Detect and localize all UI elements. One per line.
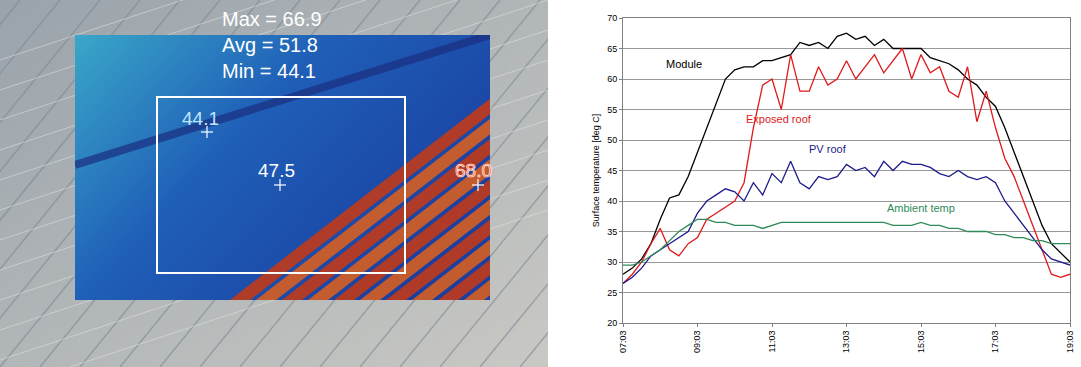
svg-text:Surface temperature [deg C]: Surface temperature [deg C] — [591, 114, 601, 228]
svg-text:47.5: 47.5 — [258, 160, 295, 181]
svg-text:19:03: 19:03 — [1065, 331, 1075, 354]
svg-text:Ambient temp: Ambient temp — [887, 202, 955, 214]
svg-text:Max = 66.9: Max = 66.9 — [222, 8, 322, 30]
svg-text:17:03: 17:03 — [990, 331, 1000, 354]
svg-text:50: 50 — [607, 135, 617, 145]
svg-text:65: 65 — [607, 44, 617, 54]
svg-text:11:03: 11:03 — [767, 331, 777, 353]
svg-text:25: 25 — [607, 288, 617, 298]
svg-text:Module: Module — [666, 58, 702, 70]
svg-text:07:03: 07:03 — [618, 331, 628, 354]
svg-text:13:03: 13:03 — [841, 331, 851, 354]
svg-text:15:03: 15:03 — [916, 331, 926, 354]
svg-text:35: 35 — [607, 227, 617, 237]
svg-text:Avg = 51.8: Avg = 51.8 — [222, 34, 318, 56]
svg-text:09:03: 09:03 — [692, 331, 702, 354]
svg-text:45: 45 — [607, 166, 617, 176]
svg-text:Min = 44.1: Min = 44.1 — [222, 60, 316, 82]
svg-text:68.0: 68.0 — [455, 160, 492, 181]
svg-text:30: 30 — [607, 257, 617, 267]
svg-text:40: 40 — [607, 196, 617, 206]
svg-text:70: 70 — [607, 13, 617, 23]
svg-text:44.1: 44.1 — [182, 108, 219, 129]
svg-text:60: 60 — [607, 74, 617, 84]
svg-text:PV roof: PV roof — [809, 143, 847, 155]
svg-text:Exposed roof: Exposed roof — [746, 113, 812, 125]
svg-text:20: 20 — [607, 318, 617, 328]
svg-text:55: 55 — [607, 105, 617, 115]
